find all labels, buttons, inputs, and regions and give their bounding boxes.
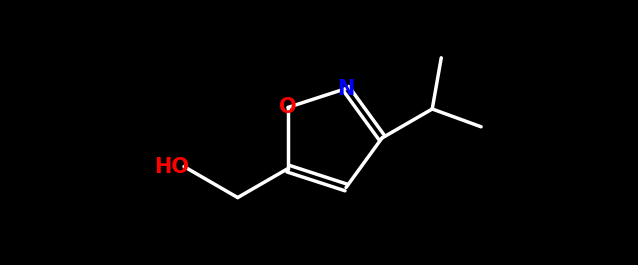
Text: N: N (338, 78, 355, 99)
Text: O: O (279, 98, 297, 117)
Text: HO: HO (154, 157, 189, 176)
